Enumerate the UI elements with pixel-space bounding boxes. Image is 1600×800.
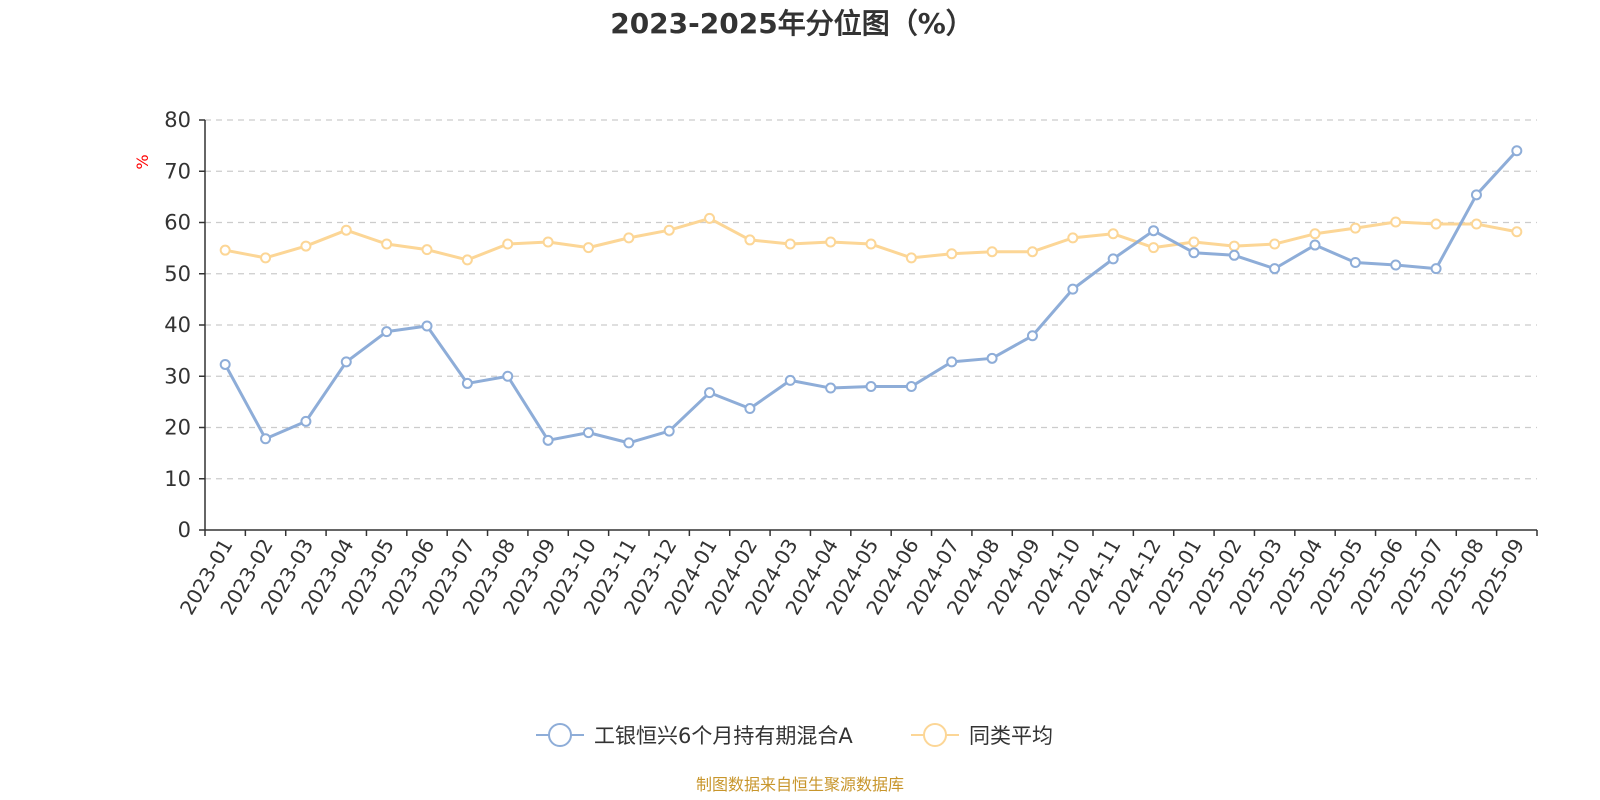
data-point	[1188, 247, 1200, 259]
data-point	[1390, 259, 1402, 271]
chart-title: 2023-2025年分位图（%）	[610, 7, 974, 40]
series-lines	[219, 145, 1523, 449]
data-point	[865, 381, 877, 392]
legend: 工银恒兴6个月持有期混合A 同类平均	[536, 723, 1053, 748]
data-point	[1148, 225, 1160, 237]
data-point	[219, 358, 231, 370]
y-axis-unit: %	[133, 154, 152, 169]
legend-marker	[548, 723, 572, 747]
data-point	[1107, 253, 1119, 265]
data-point	[381, 238, 393, 250]
axes: 010203040506070802023-012023-022023-0320…	[164, 108, 1538, 619]
data-point	[905, 381, 917, 392]
data-point	[946, 248, 958, 260]
data-point	[461, 254, 473, 266]
data-point	[663, 224, 675, 236]
data-point	[1228, 249, 1240, 261]
series-2	[219, 212, 1523, 266]
data-point	[260, 433, 272, 445]
data-point	[744, 403, 756, 415]
y-tick-label: 60	[164, 211, 191, 235]
legend-label: 同类平均	[969, 724, 1053, 748]
data-point	[219, 244, 231, 256]
data-point	[1148, 242, 1160, 254]
data-point	[1430, 263, 1442, 275]
data-point	[1269, 263, 1281, 275]
source-note: 制图数据来自恒生聚源数据库	[696, 775, 904, 794]
series-1	[219, 145, 1523, 449]
data-point	[663, 425, 675, 437]
data-point	[623, 437, 635, 449]
legend-item-1[interactable]: 工银恒兴6个月持有期混合A	[536, 723, 853, 748]
y-tick-label: 30	[164, 364, 191, 388]
data-point	[946, 356, 958, 368]
data-point	[1309, 228, 1321, 240]
legend-item-2[interactable]: 同类平均	[911, 723, 1053, 748]
data-point	[1067, 232, 1079, 244]
data-point	[300, 240, 312, 252]
data-point	[260, 252, 272, 264]
y-tick-label: 50	[164, 262, 191, 286]
data-point	[905, 252, 917, 264]
data-point	[1026, 246, 1038, 258]
data-point	[825, 382, 837, 394]
data-point	[1349, 256, 1361, 268]
data-point	[502, 370, 514, 382]
data-point	[340, 224, 352, 236]
data-point	[1188, 236, 1200, 248]
data-point	[421, 320, 433, 332]
data-point	[1470, 218, 1482, 230]
data-point	[421, 244, 433, 256]
data-point	[744, 234, 756, 246]
data-point	[704, 212, 716, 224]
legend-marker	[923, 723, 947, 747]
data-point	[623, 232, 635, 244]
gridlines	[205, 119, 1537, 480]
data-point	[381, 326, 393, 338]
data-point	[582, 242, 594, 254]
y-tick-label: 80	[164, 108, 191, 132]
data-point	[986, 246, 998, 258]
data-point	[1430, 218, 1442, 230]
data-point	[784, 374, 796, 386]
data-point	[1511, 226, 1523, 238]
data-point	[986, 352, 998, 364]
y-tick-label: 10	[164, 467, 191, 491]
data-point	[1067, 283, 1079, 295]
data-point	[582, 427, 594, 439]
data-point	[704, 387, 716, 399]
data-point	[1107, 228, 1119, 240]
data-point	[1390, 216, 1402, 228]
data-point	[542, 236, 554, 248]
legend-label: 工银恒兴6个月持有期混合A	[594, 724, 853, 748]
data-point	[1470, 189, 1482, 201]
data-point	[1269, 238, 1281, 250]
data-point	[1511, 145, 1523, 157]
data-point	[340, 356, 352, 368]
data-point	[1026, 330, 1038, 342]
data-point	[1309, 239, 1321, 251]
data-point	[502, 238, 514, 250]
data-point	[300, 415, 312, 427]
data-point	[865, 238, 877, 250]
y-tick-label: 0	[178, 518, 191, 542]
data-point	[825, 236, 837, 248]
data-point	[1349, 222, 1361, 234]
series-line	[223, 149, 1518, 445]
y-tick-label: 20	[164, 416, 191, 440]
data-point	[461, 377, 473, 389]
data-point	[1228, 240, 1240, 252]
y-tick-label: 40	[164, 313, 191, 337]
y-tick-label: 70	[164, 159, 191, 183]
data-point	[784, 238, 796, 250]
data-point	[542, 434, 554, 446]
